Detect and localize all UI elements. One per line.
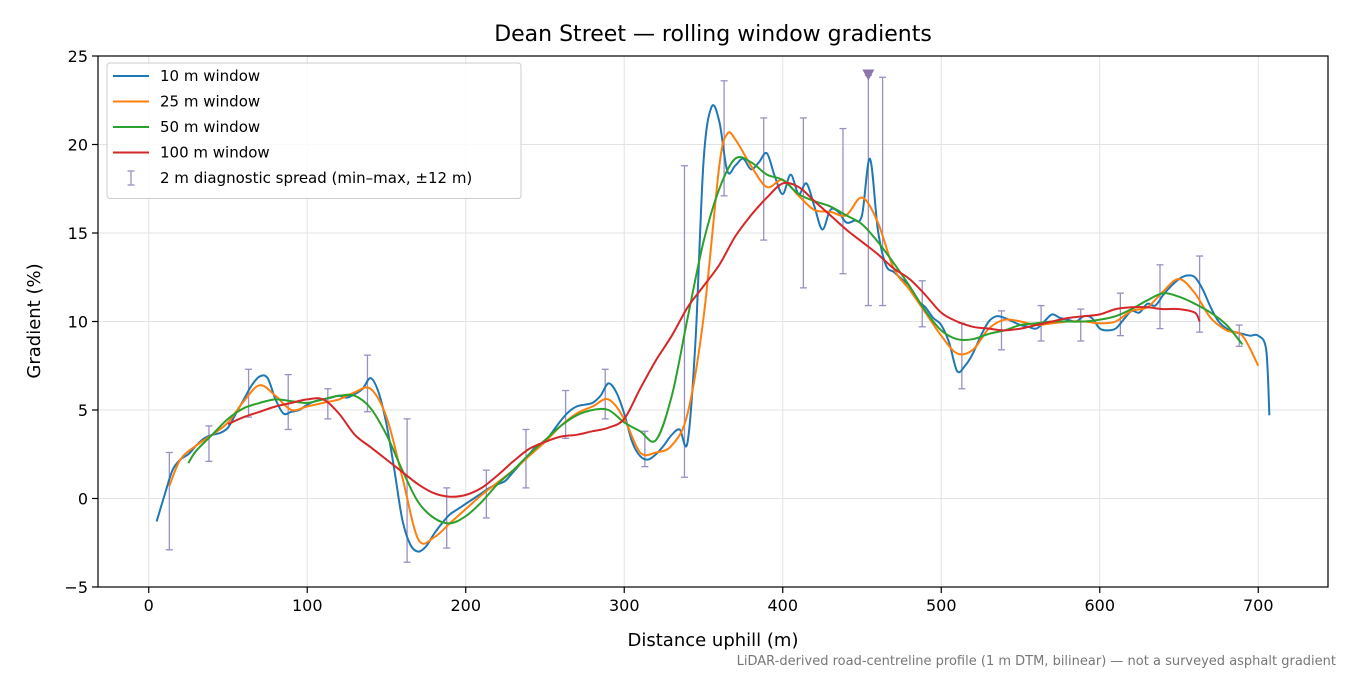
- x-tick-label: 400: [767, 596, 798, 615]
- errorbar: [760, 117, 768, 241]
- errorbar: [205, 425, 213, 462]
- legend-label: 25 m window: [160, 93, 260, 111]
- legend-label: 100 m window: [160, 144, 270, 162]
- peak-marker-layer: [862, 69, 875, 81]
- errorbar: [1156, 264, 1164, 330]
- errorbar: [641, 430, 649, 468]
- errorbar: [601, 368, 609, 420]
- x-axis-ticks: 0 100 200 300 400 500 600 700: [144, 587, 1274, 615]
- errorbar: [363, 354, 371, 413]
- legend-label: 10 m window: [160, 67, 260, 85]
- errorbar: [1077, 308, 1085, 342]
- errorbar: [482, 469, 490, 519]
- series-line-2: [187, 155, 1244, 525]
- y-tick-label: 15: [68, 224, 88, 243]
- x-tick-label: 100: [292, 596, 323, 615]
- errorbar: [284, 373, 292, 431]
- y-tick-label: −5: [64, 578, 88, 597]
- legend: 10 m window 25 m window 50 m window 100 m w…: [106, 62, 522, 199]
- x-axis-label: Distance uphill (m): [628, 630, 799, 651]
- errorbar: [799, 117, 807, 289]
- x-tick-label: 500: [926, 596, 957, 615]
- series-lines: [155, 104, 1271, 553]
- chart-title: Dean Street — rolling window gradients: [494, 22, 932, 47]
- legend-label: 2 m diagnostic spread (min–max, ±12 m): [160, 169, 472, 187]
- y-axis-ticks: −5 0 5 10 15 20 25: [64, 47, 98, 597]
- legend-errorbar-swatch: [127, 170, 135, 186]
- y-tick-label: 25: [68, 47, 88, 66]
- series-line-3: [227, 181, 1201, 498]
- x-tick-label: 0: [144, 596, 154, 615]
- x-tick-label: 600: [1084, 596, 1115, 615]
- y-tick-label: 20: [68, 136, 88, 155]
- y-tick-label: 10: [68, 313, 88, 332]
- peak-marker: [862, 69, 875, 81]
- errorbar: [324, 388, 332, 420]
- errorbar: [1235, 324, 1243, 347]
- errorbar: [839, 127, 847, 275]
- errorbar: [165, 451, 173, 551]
- y-tick-label: 0: [78, 490, 88, 509]
- x-tick-label: 700: [1243, 596, 1274, 615]
- x-tick-label: 200: [450, 596, 481, 615]
- y-axis-label: Gradient (%): [24, 263, 45, 378]
- errorbar: [879, 76, 887, 307]
- legend-label: 50 m window: [160, 118, 260, 136]
- x-tick-label: 300: [609, 596, 640, 615]
- y-tick-label: 5: [78, 401, 88, 420]
- legend-box: [106, 62, 522, 199]
- footnote: LiDAR-derived road-centreline profile (1…: [737, 654, 1336, 669]
